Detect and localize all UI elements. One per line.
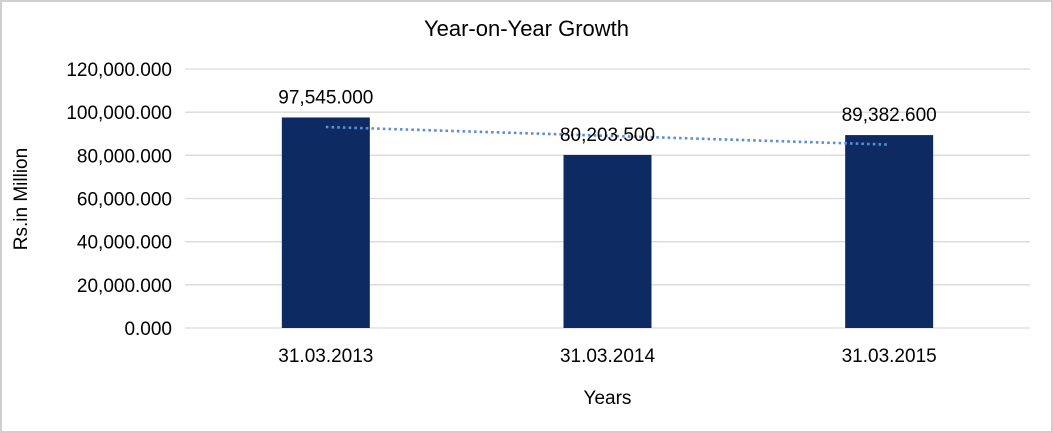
x-axis-title: Years <box>583 388 632 409</box>
trendline <box>325 125 890 146</box>
bar-series <box>281 117 934 328</box>
bar <box>845 135 934 328</box>
y-axis-tick-label: 100,000.000 <box>66 103 172 124</box>
y-axis-tick-label: 0.000 <box>124 319 172 340</box>
y-axis-tick-labels: 0.000 20,000.000 40,000.000 60,000.000 80,00… <box>66 60 172 340</box>
y-axis-tick-label: 60,000.000 <box>77 190 172 211</box>
x-axis-category-label: 31.03.2014 <box>560 346 656 367</box>
bar-value-label: 89,382.600 <box>842 105 937 126</box>
bar-value-label: 97,545.000 <box>278 87 373 108</box>
bar <box>563 154 652 328</box>
bar <box>281 117 370 328</box>
y-axis-tick-label: 40,000.000 <box>77 233 172 254</box>
y-axis-tick-label: 120,000.000 <box>66 60 172 81</box>
bar-value-labels: 97,545.000 80,203.500 89,382.600 <box>278 87 936 145</box>
bar-value-label: 80,203.500 <box>560 125 655 146</box>
y-axis-tick-label: 20,000.000 <box>77 276 172 297</box>
x-axis-category-label: 31.03.2013 <box>278 346 373 367</box>
chart-title: Year-on-Year Growth <box>423 16 630 41</box>
x-axis-category-label: 31.03.2015 <box>842 346 937 367</box>
y-axis-tick-label: 80,000.000 <box>77 146 172 167</box>
x-axis-category-labels: 31.03.2013 31.03.2014 31.03.2015 <box>278 346 936 367</box>
trendline-dotted <box>325 125 890 146</box>
